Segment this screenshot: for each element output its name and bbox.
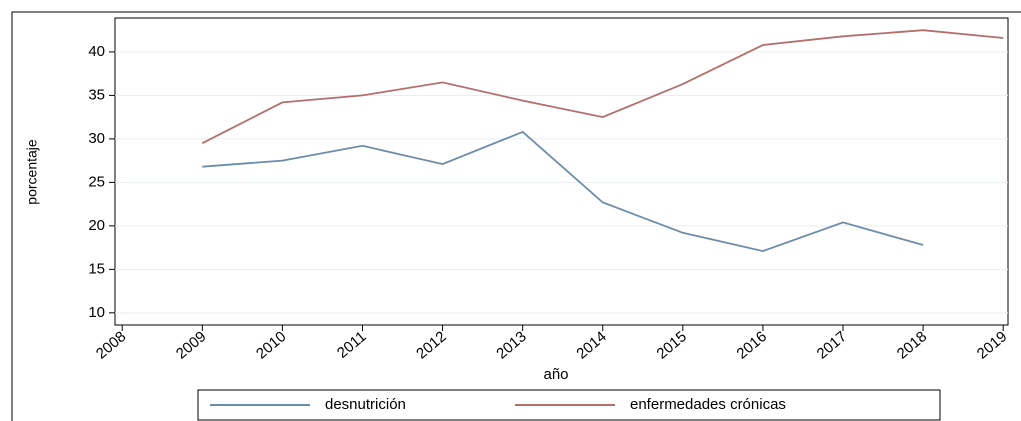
- x-tick-label: 2011: [334, 328, 370, 362]
- x-tick-label: 2019: [974, 328, 1010, 362]
- y-axis-label: porcentaje: [24, 139, 40, 205]
- y-tick-label: 25: [88, 173, 105, 190]
- y-tick-label: 30: [88, 130, 105, 147]
- data-line: [201, 29, 1004, 145]
- y-tick-label: 35: [88, 86, 105, 103]
- x-tick-label: 2012: [413, 328, 449, 362]
- x-tick-label: 2013: [493, 328, 529, 362]
- x-tick-label: 2015: [653, 328, 689, 362]
- x-axis-label: año: [543, 366, 568, 383]
- x-tick-label: 2008: [93, 328, 129, 362]
- chart-frame: [11, 11, 1021, 421]
- y-tick-label: 10: [88, 304, 105, 321]
- x-tick-label: 2009: [173, 328, 209, 362]
- y-tick-label: 20: [88, 217, 105, 234]
- legend-label: desnutrición: [325, 396, 406, 413]
- y-tick-label: 15: [88, 260, 105, 277]
- x-tick-label: 2017: [814, 328, 850, 362]
- plot-area: [114, 17, 1009, 326]
- legend-label: enfermedades crónicas: [630, 396, 786, 413]
- x-tick-label: 2010: [253, 328, 289, 362]
- y-tick-label: 40: [88, 43, 105, 60]
- x-tick-label: 2016: [734, 328, 770, 362]
- x-tick-label: 2014: [573, 328, 609, 362]
- x-tick-label: 2018: [894, 328, 930, 362]
- data-line: [202, 130, 924, 253]
